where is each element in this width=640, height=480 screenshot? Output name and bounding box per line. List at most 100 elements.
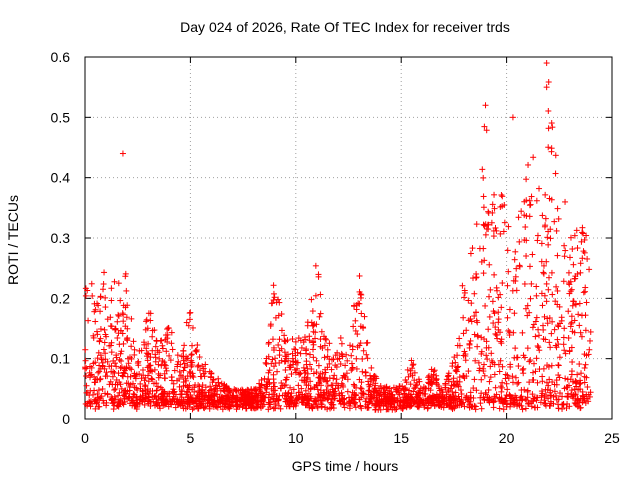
data-point bbox=[337, 334, 344, 341]
data-point bbox=[529, 391, 536, 398]
data-point bbox=[161, 375, 168, 382]
data-point bbox=[533, 197, 540, 204]
data-point bbox=[256, 380, 263, 387]
data-point bbox=[460, 352, 467, 359]
data-point bbox=[322, 366, 329, 373]
data-point bbox=[463, 327, 470, 334]
data-point bbox=[481, 396, 488, 403]
data-point bbox=[292, 366, 299, 373]
data-point bbox=[512, 248, 519, 255]
data-point bbox=[421, 404, 428, 411]
data-point bbox=[181, 342, 188, 349]
data-point bbox=[454, 352, 461, 359]
data-point bbox=[574, 371, 581, 378]
data-point bbox=[338, 389, 345, 396]
data-point bbox=[266, 367, 273, 374]
data-point bbox=[177, 402, 184, 409]
data-point bbox=[100, 281, 107, 288]
data-point bbox=[260, 394, 267, 401]
data-point bbox=[521, 386, 528, 393]
data-point bbox=[480, 193, 487, 200]
data-point bbox=[579, 388, 586, 395]
data-point bbox=[128, 366, 135, 373]
data-point bbox=[269, 356, 276, 363]
data-point bbox=[541, 401, 548, 408]
data-point bbox=[557, 320, 564, 327]
data-point bbox=[112, 360, 119, 367]
data-point bbox=[534, 232, 541, 239]
data-point bbox=[452, 402, 459, 409]
data-point bbox=[306, 333, 313, 340]
data-point bbox=[452, 389, 459, 396]
data-point bbox=[180, 347, 187, 354]
data-point bbox=[352, 327, 359, 334]
data-point bbox=[441, 400, 448, 407]
data-point bbox=[272, 404, 279, 411]
data-point bbox=[542, 222, 549, 229]
data-point bbox=[442, 384, 449, 391]
data-point bbox=[328, 356, 335, 363]
data-point bbox=[533, 292, 540, 299]
data-point bbox=[169, 397, 176, 404]
data-point bbox=[467, 389, 474, 396]
data-point bbox=[528, 280, 535, 287]
data-point bbox=[452, 359, 459, 366]
data-point bbox=[585, 398, 592, 405]
data-point bbox=[506, 306, 513, 313]
data-point bbox=[107, 342, 114, 349]
data-point bbox=[129, 380, 136, 387]
data-point bbox=[350, 381, 357, 388]
data-point bbox=[106, 363, 113, 370]
data-point bbox=[577, 377, 584, 384]
data-point bbox=[149, 333, 156, 340]
data-point bbox=[355, 300, 362, 307]
data-point bbox=[505, 327, 512, 334]
data-point bbox=[312, 292, 319, 299]
data-point bbox=[158, 399, 165, 406]
data-point bbox=[466, 340, 473, 347]
data-point bbox=[522, 405, 529, 412]
data-point bbox=[322, 369, 329, 376]
data-point bbox=[94, 331, 101, 338]
data-point bbox=[478, 376, 485, 383]
data-point bbox=[285, 389, 292, 396]
data-point bbox=[491, 191, 498, 198]
data-point bbox=[147, 317, 154, 324]
data-point bbox=[511, 396, 518, 403]
data-point bbox=[161, 394, 168, 401]
data-point bbox=[155, 374, 162, 381]
data-point bbox=[200, 404, 207, 411]
data-point bbox=[534, 342, 541, 349]
data-point bbox=[343, 351, 350, 358]
data-point bbox=[583, 374, 590, 381]
data-point bbox=[273, 299, 280, 306]
data-point bbox=[344, 357, 351, 364]
data-point bbox=[298, 385, 305, 392]
data-point bbox=[490, 308, 497, 315]
data-point bbox=[271, 363, 278, 370]
data-point bbox=[162, 332, 169, 339]
data-point bbox=[529, 377, 536, 384]
data-point bbox=[576, 361, 583, 368]
data-point bbox=[460, 314, 467, 321]
data-point bbox=[538, 290, 545, 297]
data-point bbox=[196, 393, 203, 400]
data-point bbox=[484, 394, 491, 401]
data-point bbox=[574, 245, 581, 252]
data-point bbox=[503, 380, 510, 387]
data-point bbox=[102, 294, 109, 301]
data-point bbox=[321, 354, 328, 361]
data-point bbox=[265, 369, 272, 376]
data-point bbox=[159, 390, 166, 397]
data-point bbox=[523, 252, 530, 259]
data-point bbox=[549, 318, 556, 325]
data-point bbox=[535, 326, 542, 333]
data-point bbox=[192, 347, 199, 354]
data-point bbox=[176, 368, 183, 375]
data-point bbox=[489, 201, 496, 208]
data-point bbox=[473, 270, 480, 277]
data-point bbox=[163, 367, 170, 374]
data-point bbox=[83, 373, 90, 380]
data-point bbox=[121, 365, 128, 372]
data-point bbox=[497, 357, 504, 364]
